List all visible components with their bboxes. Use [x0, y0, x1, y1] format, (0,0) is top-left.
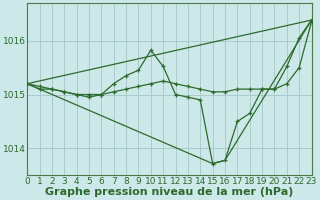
X-axis label: Graphe pression niveau de la mer (hPa): Graphe pression niveau de la mer (hPa) [45, 187, 293, 197]
